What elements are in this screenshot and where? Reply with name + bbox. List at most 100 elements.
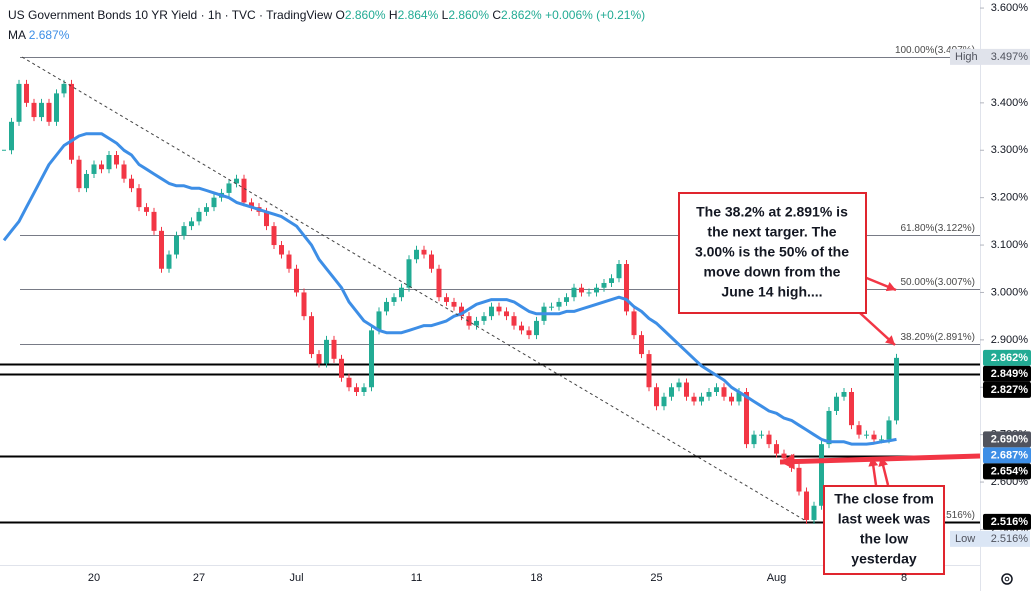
settings-icon[interactable] — [1001, 573, 1013, 585]
extreme-label: 2.516% — [991, 533, 1029, 545]
y-tick-label: 3.400% — [991, 97, 1029, 109]
candle — [339, 358, 344, 378]
candle — [189, 221, 194, 227]
extreme-label: 3.497% — [991, 51, 1029, 63]
candle — [76, 159, 82, 189]
candle — [661, 396, 667, 407]
candle — [9, 121, 14, 151]
candle — [699, 396, 704, 402]
candle — [549, 306, 554, 308]
candle — [511, 316, 517, 326]
candle — [654, 387, 659, 407]
candle — [519, 325, 524, 331]
candle — [504, 311, 509, 317]
candle — [744, 391, 749, 445]
ma-row: MA 2.687% — [8, 25, 645, 45]
candle — [159, 230, 164, 269]
candle — [106, 154, 112, 170]
trend-line — [21, 56, 807, 522]
candle — [856, 425, 862, 435]
y-tick-label: 3.100% — [991, 239, 1029, 251]
price-tag — [983, 513, 1031, 530]
candle — [676, 382, 682, 388]
x-tick-label: 8 — [901, 572, 907, 584]
candle — [459, 306, 464, 317]
candle — [24, 83, 29, 103]
candle — [864, 434, 869, 436]
legend-entry[interactable]: MA — [8, 28, 26, 42]
annotation-text: yesterday — [851, 551, 917, 567]
candle — [121, 164, 127, 179]
candle — [534, 320, 539, 336]
data-layer — [2, 79, 899, 524]
extreme-tag — [950, 530, 1030, 547]
candle — [249, 202, 254, 208]
candle — [714, 387, 719, 392]
ohlc-value: 2.864% — [397, 8, 439, 22]
fib-label: 38.20%(2.891%) — [901, 332, 976, 343]
y-tick-label: 3.300% — [991, 144, 1029, 156]
ohlc-value: 2.860% — [448, 8, 490, 22]
candle — [879, 439, 884, 441]
candle — [61, 83, 67, 94]
candle — [721, 387, 727, 397]
candle — [16, 83, 22, 122]
candle — [196, 211, 202, 222]
annotation-text: move down from the — [704, 264, 841, 280]
annotation-text: the low — [860, 531, 908, 547]
candle — [751, 434, 757, 445]
candle — [391, 297, 397, 302]
candle — [886, 420, 892, 440]
candle — [474, 320, 479, 326]
change: +0.006% (+0.21%) — [545, 8, 646, 22]
title-row: US Government Bonds 10 YR Yield · 1h · T… — [8, 5, 645, 25]
candle — [819, 444, 824, 506]
extreme-name: Low — [955, 533, 975, 545]
ohlc-key: O — [335, 8, 345, 22]
candle — [399, 287, 404, 298]
price-tag — [983, 381, 1031, 398]
candle — [526, 330, 532, 336]
candle — [871, 434, 877, 440]
candle — [444, 297, 449, 302]
price-tag-label: 2.516% — [991, 516, 1029, 528]
candle — [369, 330, 374, 388]
candle — [804, 491, 809, 520]
candle — [354, 387, 359, 392]
candle — [496, 306, 502, 312]
ma-line — [2, 132, 897, 446]
fib-label: 61.80%(3.122%) — [901, 223, 976, 234]
price-tag — [983, 431, 1031, 448]
candle — [624, 264, 629, 312]
candle — [481, 316, 487, 321]
candle — [234, 178, 239, 184]
candle — [136, 188, 142, 208]
candle — [31, 102, 37, 118]
arrow-head — [878, 457, 888, 467]
candle — [736, 391, 742, 402]
annotation-text: the next targer. The — [707, 224, 836, 240]
price-tag — [983, 365, 1031, 382]
legend-header: US Government Bonds 10 YR Yield · 1h · T… — [8, 5, 645, 45]
candle — [616, 264, 622, 279]
x-tick-label: 11 — [411, 572, 422, 584]
ohlc-value: 2.860% — [344, 8, 386, 22]
candle — [669, 387, 674, 397]
candle — [226, 183, 232, 193]
candle — [706, 391, 712, 397]
candle — [294, 268, 299, 293]
price-tag-label: 2.827% — [991, 384, 1029, 396]
fib-label: 50.00%(3.007%) — [901, 277, 976, 288]
price-tag — [983, 447, 1031, 464]
x-tick-label: Aug — [767, 572, 787, 584]
candle — [376, 311, 382, 331]
candle — [571, 287, 577, 298]
arrow-head — [780, 453, 795, 470]
candle — [309, 316, 314, 355]
candle — [144, 207, 149, 212]
arrow-head — [885, 282, 896, 292]
candle — [841, 391, 847, 397]
candle — [796, 467, 802, 492]
candle — [129, 178, 134, 189]
